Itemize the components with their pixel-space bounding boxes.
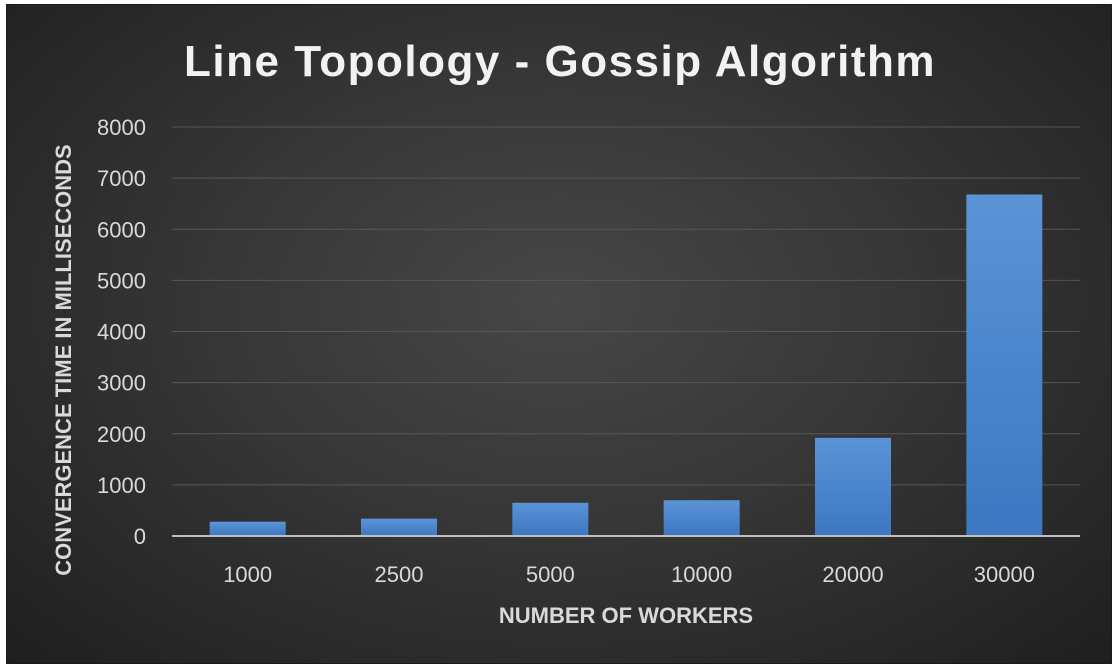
- x-tick-label: 30000: [974, 562, 1035, 587]
- y-tick-label: 5000: [97, 268, 146, 293]
- bars: [209, 194, 1043, 537]
- x-tick-label: 2500: [375, 562, 424, 587]
- bar-30000: [966, 194, 1043, 537]
- y-tick-label: 8000: [97, 115, 146, 140]
- y-tick-label: 7000: [97, 166, 146, 191]
- bar-10000: [663, 500, 740, 536]
- x-tick-label: 5000: [526, 562, 575, 587]
- x-tick-labels: 1000 2500 5000 10000 20000 30000: [223, 562, 1035, 587]
- chart-title: Line Topology - Gossip Algorithm: [184, 37, 936, 86]
- y-axis-label: CONVERGENCE TIME IN MILLISECONDS: [51, 144, 76, 575]
- x-tick-label: 20000: [822, 562, 883, 587]
- bar-5000: [512, 502, 589, 536]
- bar-20000: [815, 437, 891, 536]
- y-tick-label: 1000: [97, 473, 146, 498]
- bar-2500: [361, 518, 437, 536]
- y-tick-label: 6000: [97, 217, 146, 242]
- y-tick-labels: 0 1000 2000 3000 4000 5000 6000 7000 8000: [97, 115, 146, 549]
- x-axis-label: NUMBER OF WORKERS: [499, 603, 753, 628]
- chart-frame: [6, 4, 1112, 664]
- y-tick-label: 0: [134, 524, 146, 549]
- bar-1000: [209, 521, 286, 536]
- x-tick-label: 1000: [223, 562, 272, 587]
- y-tick-label: 4000: [97, 320, 146, 345]
- y-tick-label: 3000: [97, 371, 146, 396]
- y-tick-label: 2000: [97, 422, 146, 447]
- x-tick-label: 10000: [671, 562, 732, 587]
- gridlines: [172, 126, 1080, 486]
